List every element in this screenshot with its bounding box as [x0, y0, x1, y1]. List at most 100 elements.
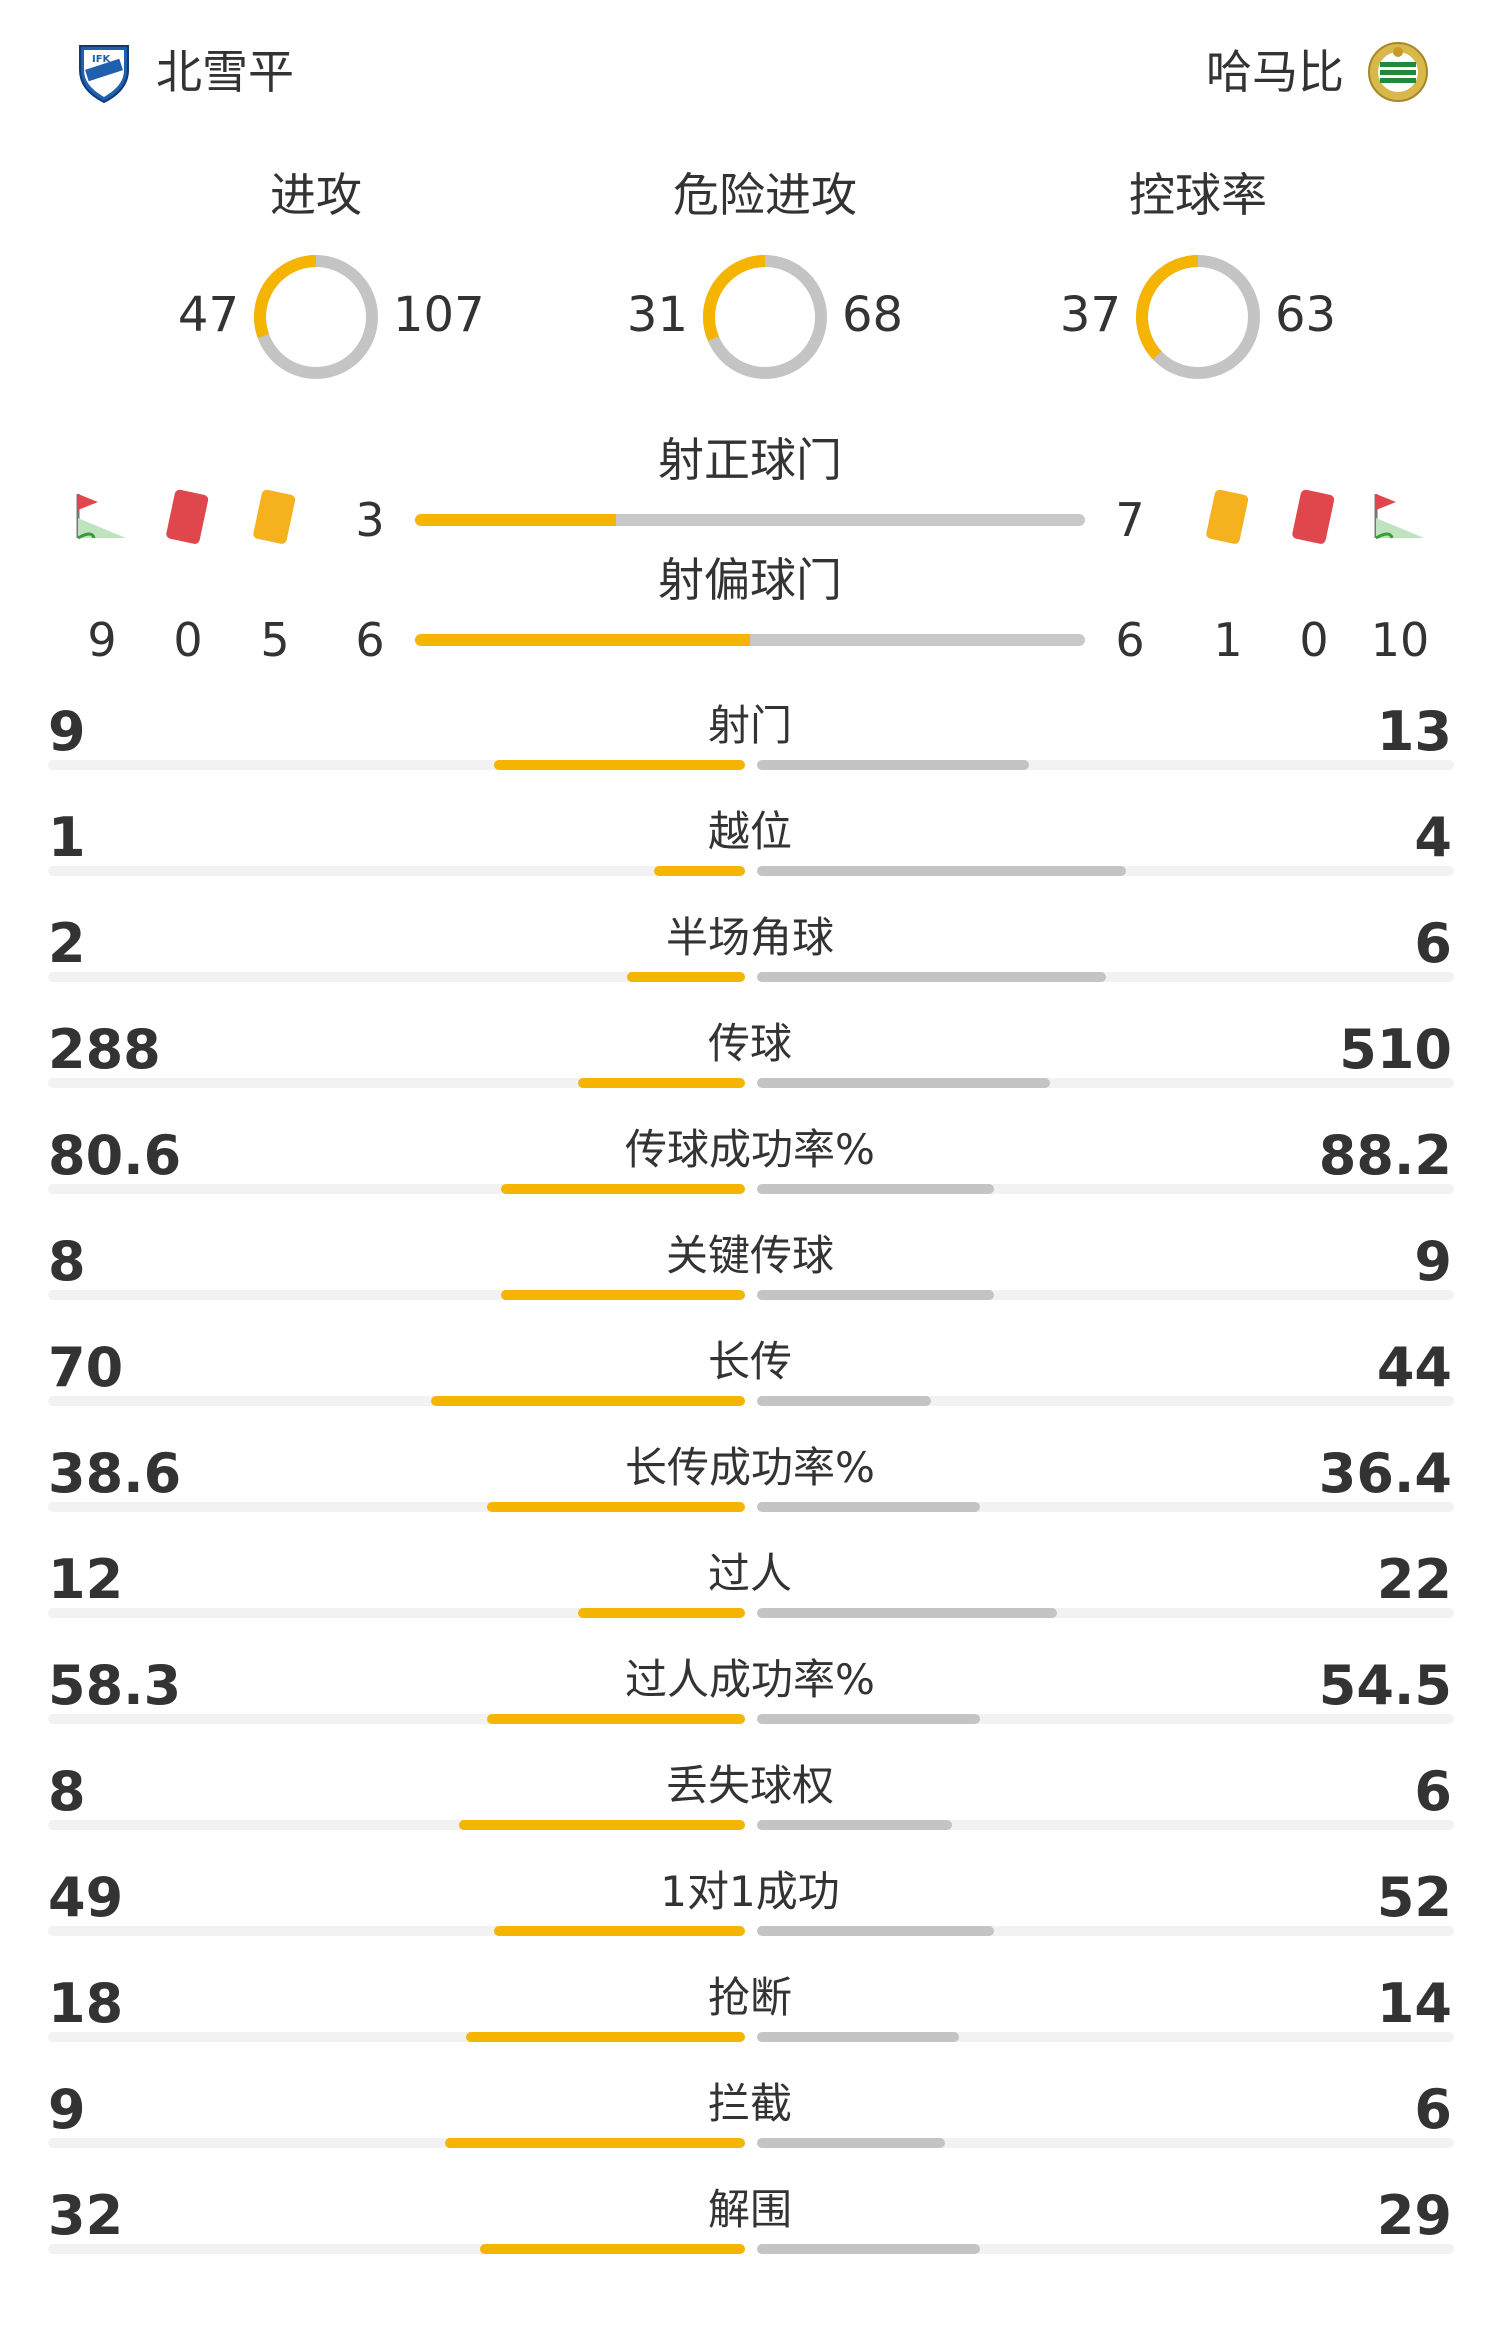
stat-away-bar [757, 1714, 981, 1724]
stat-away-bar [757, 1078, 1050, 1088]
stat-label: 传球 [707, 1019, 792, 1068]
stat-home-value: 70 [48, 1336, 124, 1399]
stat-home-bar [466, 2032, 745, 2042]
stat-label: 过人成功率% [625, 1655, 875, 1704]
shots-off-target-label: 射偏球门 [658, 553, 842, 607]
stat-away-bar [757, 2244, 981, 2254]
stat-label: 抢断 [707, 1973, 792, 2022]
corner-flag-icon [72, 488, 132, 548]
stat-home-value: 58.3 [48, 1654, 182, 1717]
stat-row: 9 拦截 6 [0, 2066, 1500, 2172]
stat-away-track [757, 1820, 1454, 1830]
stat-away-bar [757, 2138, 946, 2148]
stat-label: 射门 [707, 701, 792, 750]
stat-home-value: 8 [48, 1230, 86, 1293]
stat-row: 38.6 长传成功率% 36.4 [0, 1430, 1500, 1536]
stat-home-bar [494, 1926, 745, 1936]
attack-away-value: 107 [393, 287, 485, 343]
stat-home-value: 9 [48, 700, 86, 763]
stat-away-track [757, 1608, 1454, 1618]
red-card-icon [158, 488, 218, 548]
stat-away-track [757, 2032, 1454, 2042]
stat-home-track [48, 866, 745, 876]
stat-away-track [757, 2138, 1454, 2148]
stat-away-value: 4 [1414, 806, 1452, 869]
stat-home-track [48, 1608, 745, 1618]
possession-away-value: 63 [1275, 287, 1337, 343]
stat-away-bar [757, 972, 1106, 982]
stat-home-value: 18 [48, 1972, 124, 2035]
stat-home-bar [501, 1184, 745, 1194]
stat-home-value: 1 [48, 806, 86, 869]
stat-label: 长传 [707, 1337, 792, 1386]
stat-home-value: 2 [48, 912, 86, 975]
attack-home-value: 47 [177, 287, 239, 343]
dangerous-attack-metric: 危险进攻 31 68 [535, 165, 995, 415]
possession-home-value: 37 [1059, 287, 1121, 343]
shots-off-target-away: 6 [1115, 613, 1145, 667]
norrkoping-crest-icon: IFK [72, 40, 136, 104]
dangerous-attack-donut [703, 255, 827, 379]
yellow-card-icon [245, 488, 305, 548]
stat-label: 过人 [707, 1549, 792, 1598]
home-team-name: 北雪平 [156, 45, 294, 99]
stat-row: 8 关键传球 9 [0, 1218, 1500, 1324]
stat-away-value: 22 [1376, 1548, 1452, 1611]
attack-metric-label: 进攻 [270, 168, 362, 222]
stat-label: 半场角球 [665, 913, 834, 962]
stat-away-value: 510 [1339, 1018, 1452, 1081]
stat-home-track [48, 1714, 745, 1724]
shots-on-target-home: 3 [355, 493, 385, 547]
stat-away-track [757, 1396, 1454, 1406]
stat-home-value: 9 [48, 2078, 86, 2141]
stat-home-track [48, 2138, 745, 2148]
stat-home-bar [626, 972, 745, 982]
home-red-cards-count: 0 [173, 613, 203, 667]
stat-away-value: 14 [1376, 1972, 1452, 2035]
stat-label: 1对1成功 [660, 1867, 840, 1916]
stat-away-value: 6 [1414, 912, 1452, 975]
stat-home-track [48, 2032, 745, 2042]
stat-away-track [757, 1290, 1454, 1300]
stat-away-value: 13 [1376, 700, 1452, 763]
stat-label: 长传成功率% [625, 1443, 875, 1492]
stat-label: 解围 [707, 2185, 792, 2234]
stat-home-track [48, 2244, 745, 2254]
stat-home-value: 8 [48, 1760, 86, 1823]
stat-away-track [757, 1714, 1454, 1724]
home-yellow-cards-count: 5 [260, 613, 290, 667]
stat-label: 关键传球 [665, 1231, 834, 1280]
stat-away-bar [757, 1502, 981, 1512]
stat-away-track [757, 2244, 1454, 2254]
away-red-cards-count: 0 [1299, 613, 1329, 667]
stat-row: 70 长传 44 [0, 1324, 1500, 1430]
corner-flag-icon [1370, 488, 1430, 548]
dangerous-attack-away-value: 68 [842, 287, 904, 343]
stat-home-bar [480, 2244, 745, 2254]
shots-on-target-label: 射正球门 [658, 433, 842, 487]
away-yellow-cards-count: 1 [1213, 613, 1243, 667]
stat-row: 32 解围 29 [0, 2172, 1500, 2278]
stat-home-bar [459, 1820, 745, 1830]
stat-home-track [48, 1502, 745, 1512]
shots-on-target-bar [415, 514, 1085, 526]
stat-row: 288 传球 510 [0, 1006, 1500, 1112]
stat-row: 12 过人 22 [0, 1536, 1500, 1642]
stat-away-bar [757, 760, 1029, 770]
stat-away-value: 52 [1376, 1866, 1452, 1929]
stat-row: 18 抢断 14 [0, 1960, 1500, 2066]
stat-home-value: 38.6 [48, 1442, 182, 1505]
stat-row: 9 射门 13 [0, 688, 1500, 794]
possession-metric-label: 控球率 [1129, 168, 1267, 222]
away-corners-count: 10 [1370, 613, 1430, 667]
shots-off-target-home: 6 [355, 613, 385, 667]
stat-home-value: 49 [48, 1866, 124, 1929]
stat-home-track [48, 1078, 745, 1088]
stat-row: 58.3 过人成功率% 54.5 [0, 1642, 1500, 1748]
stat-label: 越位 [707, 807, 792, 856]
stat-home-track [48, 1820, 745, 1830]
stat-away-value: 88.2 [1318, 1124, 1452, 1187]
stat-away-track [757, 972, 1454, 982]
shots-off-target-home-fill [415, 634, 750, 646]
stat-away-track [757, 866, 1454, 876]
